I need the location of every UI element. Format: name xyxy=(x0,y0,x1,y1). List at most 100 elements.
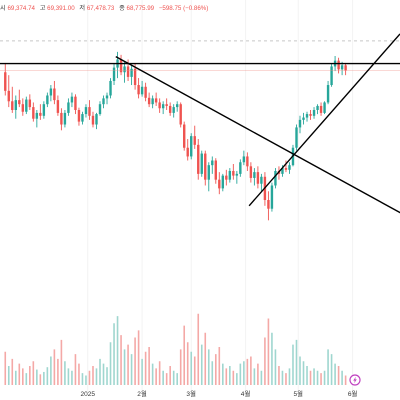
ohlc-legend: 시 69,374.74 고 69,391.00 저 67,478.73 종 68… xyxy=(0,4,208,12)
descending-trendline[interactable] xyxy=(115,55,400,215)
candle-body xyxy=(295,127,298,148)
candle xyxy=(112,63,116,86)
candle-body xyxy=(211,160,214,166)
candle-body xyxy=(175,104,179,108)
candle xyxy=(63,110,67,128)
candle xyxy=(302,112,305,125)
candle-body xyxy=(21,104,25,112)
candle-body xyxy=(168,105,172,113)
candle xyxy=(298,115,302,134)
candle-body xyxy=(193,136,196,145)
candle xyxy=(49,85,53,102)
candle xyxy=(186,139,189,161)
candle xyxy=(14,95,17,119)
candle-body xyxy=(32,107,35,119)
volume-bar xyxy=(4,351,7,385)
candle xyxy=(165,98,168,110)
candle-body xyxy=(225,175,228,180)
candle-layer xyxy=(4,51,347,221)
volume-bar xyxy=(222,363,224,385)
volume-bar xyxy=(14,370,17,385)
candle xyxy=(81,111,84,125)
volume-bar xyxy=(78,363,80,385)
x-tick-label: 2월 xyxy=(137,389,147,398)
candle-body xyxy=(326,85,330,103)
candle xyxy=(84,104,88,118)
volume-bar xyxy=(165,373,168,385)
candle xyxy=(42,101,46,119)
candle-body xyxy=(228,170,232,180)
candle xyxy=(193,125,196,149)
candle-body xyxy=(165,104,168,106)
candle-body xyxy=(221,175,225,189)
candle xyxy=(183,121,186,151)
candle-body xyxy=(154,98,158,103)
open-label: 시 xyxy=(0,5,6,12)
candle xyxy=(88,100,91,120)
volume-bar xyxy=(18,363,21,385)
volume-bar xyxy=(337,366,340,385)
volume-bar xyxy=(218,347,221,385)
volume-bar xyxy=(330,354,333,385)
candle xyxy=(25,96,28,115)
volume-bar xyxy=(88,370,91,385)
candle-body xyxy=(133,68,137,86)
volume-bar xyxy=(243,361,245,385)
x-tick-label: 4월 xyxy=(241,389,251,398)
volume-bar xyxy=(92,366,94,385)
candle xyxy=(256,166,260,189)
volume-bar xyxy=(271,332,273,385)
candle-body xyxy=(137,85,140,95)
candle xyxy=(7,75,10,108)
volume-bar xyxy=(60,339,63,385)
volume-bar xyxy=(127,344,129,385)
candle xyxy=(35,110,39,128)
volume-bar xyxy=(144,351,147,385)
x-tick-label: 5월 xyxy=(293,389,303,398)
candle xyxy=(316,104,319,115)
drawing-layer[interactable] xyxy=(0,33,400,215)
volume-bar xyxy=(281,370,284,385)
ascending-trendline[interactable] xyxy=(248,33,400,207)
volume-bar xyxy=(197,313,200,385)
volume-bar xyxy=(141,358,143,385)
candle-body xyxy=(319,105,323,113)
high-label: 고 xyxy=(40,5,46,12)
candle-body xyxy=(267,200,270,209)
volume-bar xyxy=(190,351,193,385)
candle-body xyxy=(77,110,81,122)
candle xyxy=(270,182,274,212)
candle-body xyxy=(214,160,217,180)
volume-bar xyxy=(11,358,14,385)
candle xyxy=(260,173,263,192)
volume-bar xyxy=(137,330,140,385)
candle-body xyxy=(179,104,182,125)
volume-bar xyxy=(274,349,277,385)
volume-bar xyxy=(232,370,235,385)
candle xyxy=(337,57,340,74)
candle xyxy=(295,124,298,151)
candle xyxy=(253,168,256,186)
candle xyxy=(158,98,161,113)
candle-body xyxy=(63,112,67,125)
candle-body xyxy=(147,97,151,105)
candle xyxy=(95,112,98,130)
candle xyxy=(200,150,203,177)
candle-body xyxy=(140,86,144,95)
volume-bar xyxy=(229,366,231,385)
candle-body xyxy=(4,72,7,91)
candle-body xyxy=(260,176,263,184)
candle xyxy=(228,168,232,183)
volume-bar xyxy=(71,370,73,385)
candle xyxy=(221,173,225,192)
lightning-badge[interactable] xyxy=(349,374,361,386)
volume-bar xyxy=(29,366,31,385)
volume-bar xyxy=(295,339,298,385)
candle xyxy=(102,95,105,109)
volume-bar xyxy=(253,368,256,385)
candle xyxy=(305,111,309,122)
candle xyxy=(330,63,333,87)
candle-body xyxy=(98,104,102,115)
candle xyxy=(344,62,347,76)
